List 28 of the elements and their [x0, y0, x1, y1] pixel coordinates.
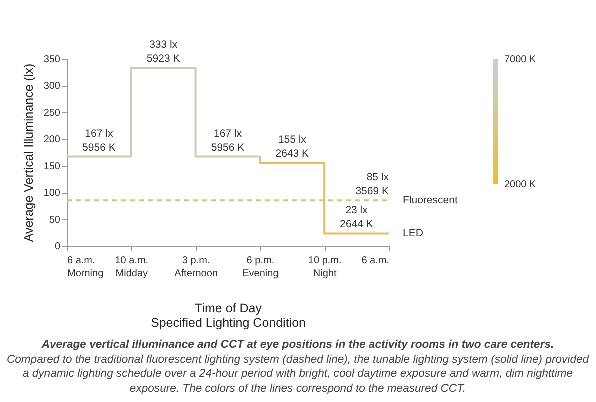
- x-tick-label: 3 p.m. Afternoon: [174, 256, 218, 280]
- x-tick-label: 6 a.m.: [362, 256, 390, 266]
- x-tick-label: 6 a.m. Morning: [68, 256, 104, 280]
- y-tick-label: 50: [49, 214, 61, 226]
- annotation: 23 lx 2644 K: [340, 204, 374, 231]
- text: Compared to the traditional fluorescent lighting system (dashed line), the tunable lighting system (solid line) provided a dynamic lighting schedule over a 24-hour period with bright, cool daytime exposure and warm, dim nighttime exposure. The colors of the lines correspond to the measured CCT.: [6, 354, 590, 394]
- y-tick-label: 150: [44, 161, 61, 172]
- annotation: 167 lx 5956 K: [211, 128, 245, 154]
- y-tick-label: 0: [54, 242, 61, 252]
- series-label: LED: [403, 228, 424, 240]
- x-tick-label: 10 p.m. Night: [308, 256, 342, 280]
- x-tick-label: 10 a.m. Midday: [115, 256, 149, 280]
- y-axis-title: Average Vertical Illuminance (lx): [22, 64, 36, 242]
- y-tick-label: 100: [44, 188, 61, 200]
- color-bar-label: 7000 K: [504, 54, 537, 66]
- y-tick-label: 300: [44, 81, 61, 92]
- annotation: 85 lx 3569 K: [356, 172, 390, 198]
- annotation: 333 lx 5923 K: [146, 39, 180, 66]
- series-label: Fluorescent: [403, 194, 458, 207]
- annotation: 155 lx 2643 K: [276, 134, 310, 160]
- x-tick-label: 6 p.m. Evening: [242, 256, 279, 280]
- y-tick-label: 350: [44, 54, 61, 66]
- text: Average vertical illuminance and CCT at eye positions in the activity rooms in two care centers.: [42, 339, 554, 351]
- x-axis-title: Time of Day Specified Lighting Condition: [151, 302, 306, 330]
- annotation: 167 lx 5956 K: [82, 128, 116, 154]
- y-tick-label: 250: [44, 108, 61, 119]
- y-tick-label: 200: [44, 134, 61, 146]
- color-bar-label: 2000 K: [504, 180, 537, 190]
